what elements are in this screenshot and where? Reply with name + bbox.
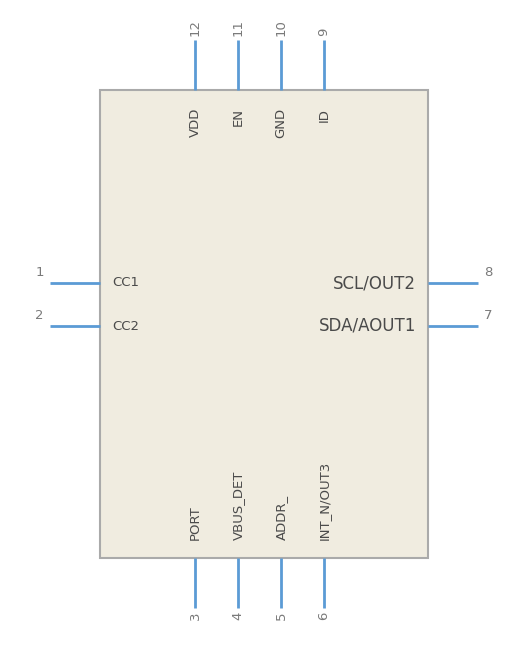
Text: GND: GND xyxy=(275,108,288,138)
Text: 9: 9 xyxy=(317,28,331,36)
Text: 3: 3 xyxy=(188,612,202,621)
Text: 11: 11 xyxy=(231,19,244,36)
Text: 4: 4 xyxy=(231,612,244,620)
Text: 7: 7 xyxy=(484,309,493,322)
Bar xyxy=(100,90,428,558)
Text: 10: 10 xyxy=(275,19,288,36)
Text: 5: 5 xyxy=(275,612,288,621)
Text: VBUS_DET: VBUS_DET xyxy=(231,470,244,540)
Text: SDA/AOUT1: SDA/AOUT1 xyxy=(318,317,416,335)
Text: 1: 1 xyxy=(35,266,44,279)
Text: CC1: CC1 xyxy=(112,277,139,290)
Text: CC2: CC2 xyxy=(112,319,139,332)
Text: 2: 2 xyxy=(35,309,44,322)
Text: PORT: PORT xyxy=(188,505,202,540)
Text: 12: 12 xyxy=(188,19,202,36)
Text: ID: ID xyxy=(317,108,331,122)
Text: 6: 6 xyxy=(317,612,331,620)
Text: VDD: VDD xyxy=(188,108,202,137)
Text: ADDR_: ADDR_ xyxy=(275,495,288,540)
Text: EN: EN xyxy=(231,108,244,126)
Text: INT_N/OUT3: INT_N/OUT3 xyxy=(317,461,331,540)
Text: 8: 8 xyxy=(484,266,493,279)
Text: SCL/OUT2: SCL/OUT2 xyxy=(333,274,416,292)
